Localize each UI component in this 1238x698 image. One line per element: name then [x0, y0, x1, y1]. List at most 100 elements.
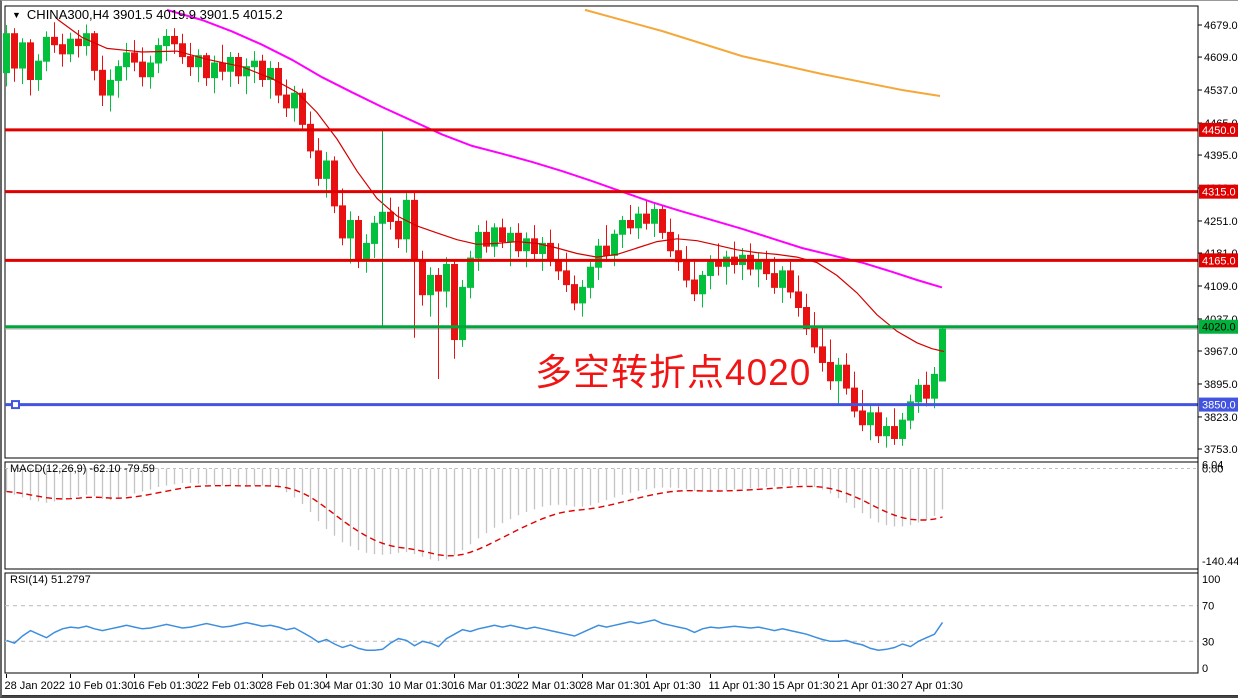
symbol-title: ▼ CHINA300,H4 3901.5 4019.9 3901.5 4015.2	[12, 7, 283, 22]
price-badge-4165.0	[1199, 253, 1238, 268]
candle-up	[867, 412, 874, 426]
candle-down	[627, 220, 634, 229]
candle-down	[891, 426, 898, 439]
candle-down	[75, 38, 82, 47]
price-axis-tick-label: 3967.0	[1204, 346, 1238, 358]
candle-up	[779, 270, 786, 288]
rsi-axis-label: 100	[1202, 574, 1220, 586]
candle-up	[651, 209, 658, 224]
candle-up	[163, 35, 170, 47]
candle-down	[139, 61, 146, 78]
candle-down	[331, 160, 338, 207]
time-axis-label: 16 Mar 01:30	[453, 680, 518, 692]
candle-down	[419, 259, 426, 296]
time-axis-label: 27 Apr 01:30	[901, 680, 963, 692]
turning-point-annotation[interactable]: 多空转折点4020	[535, 352, 812, 393]
candle-down	[851, 387, 858, 412]
price-axis-tick-label: 3753.0	[1204, 444, 1238, 456]
candle-down	[763, 259, 770, 275]
candle-down	[11, 33, 18, 69]
ma-fast-line	[56, 18, 945, 353]
price-axis-tick-label: 3895.0	[1204, 379, 1238, 391]
candle-down	[219, 62, 226, 72]
candle-up	[707, 261, 714, 276]
candle-up	[43, 36, 50, 62]
candle-down	[59, 44, 66, 55]
candle-down	[435, 274, 442, 292]
candle-down	[259, 60, 266, 80]
time-axis-label: 1 Apr 01:30	[645, 680, 701, 692]
candle-down	[315, 150, 322, 179]
candle-down	[563, 270, 570, 286]
candle-up	[883, 426, 890, 437]
macd-axis-label: 0.00	[1202, 464, 1223, 476]
candle-down	[771, 273, 778, 288]
candle-down	[667, 231, 674, 252]
candle-up	[107, 79, 114, 96]
price-badge-label: 3850.0	[1202, 400, 1236, 412]
price-axis-tick-label: 4395.0	[1204, 150, 1238, 162]
candle-down	[875, 412, 882, 437]
candle-down	[339, 205, 346, 239]
candle-up	[587, 266, 594, 288]
time-axis-label: 4 Mar 01:30	[325, 680, 384, 692]
candle-down	[299, 92, 306, 125]
candle-down	[179, 43, 186, 58]
candle-down	[787, 270, 794, 293]
candle-up	[123, 52, 130, 68]
candle-down	[691, 279, 698, 295]
ma-slow-line[interactable]	[166, 8, 943, 289]
rsi-axis-label: 0	[1202, 663, 1208, 675]
macd-axis-label: 6.04	[1202, 460, 1223, 472]
time-axis-label: 11 Apr 01:30	[709, 680, 771, 692]
trendline-object[interactable]	[584, 8, 941, 97]
main-pane[interactable]	[4, 5, 1199, 459]
candle-up	[467, 257, 474, 288]
candle-up	[939, 328, 946, 382]
price-axis-tick-label: 4251.0	[1204, 216, 1238, 228]
candle-down	[99, 69, 106, 96]
candle-down	[747, 254, 754, 270]
candle-down	[803, 307, 810, 330]
candle-down	[387, 211, 394, 222]
candle-down	[659, 209, 666, 233]
candle-up	[899, 419, 906, 439]
candle-down	[187, 56, 194, 68]
candle-up	[459, 286, 466, 341]
candle-up	[579, 286, 586, 304]
candle-up	[619, 220, 626, 235]
time-axis-label: 22 Feb 01:30	[197, 680, 262, 692]
candle-up	[323, 160, 330, 179]
candle-down	[643, 213, 650, 224]
symbol-dropdown-arrow-icon[interactable]: ▼	[12, 10, 21, 20]
candle-down	[395, 220, 402, 240]
price-axis-tick-label: 4537.0	[1204, 85, 1238, 97]
price-badge-4450.0	[1199, 122, 1238, 137]
rsi-pane[interactable]	[4, 572, 1199, 674]
macd-indicator-label: MACD(12,26,9) -62.10 -79.59	[10, 463, 155, 475]
rsi-line	[6, 619, 944, 651]
candle-up	[155, 45, 162, 64]
hline-drag-handle[interactable]	[11, 400, 20, 410]
candle-up	[347, 220, 354, 239]
candle-up	[835, 364, 842, 382]
candle-down	[307, 123, 314, 152]
macd-axis-label: -140.44	[1202, 556, 1238, 568]
candle-down	[571, 284, 578, 304]
candle-up	[67, 38, 74, 55]
candle-down	[827, 361, 834, 382]
candle-up	[35, 60, 42, 80]
candle-up	[291, 92, 298, 109]
candle-down	[203, 55, 210, 79]
candle-up	[907, 401, 914, 421]
price-badge-label: 4020.0	[1202, 322, 1236, 334]
candle-down	[451, 263, 458, 341]
price-axis-tick-label: 4679.0	[1204, 20, 1238, 32]
price-badge-3850.0	[1199, 397, 1238, 412]
macd-pane[interactable]	[4, 461, 1199, 570]
candle-down	[499, 227, 506, 243]
price-axis-tick-label: 3823.0	[1204, 412, 1238, 424]
candle-up	[539, 242, 546, 254]
candle-up	[475, 231, 482, 259]
